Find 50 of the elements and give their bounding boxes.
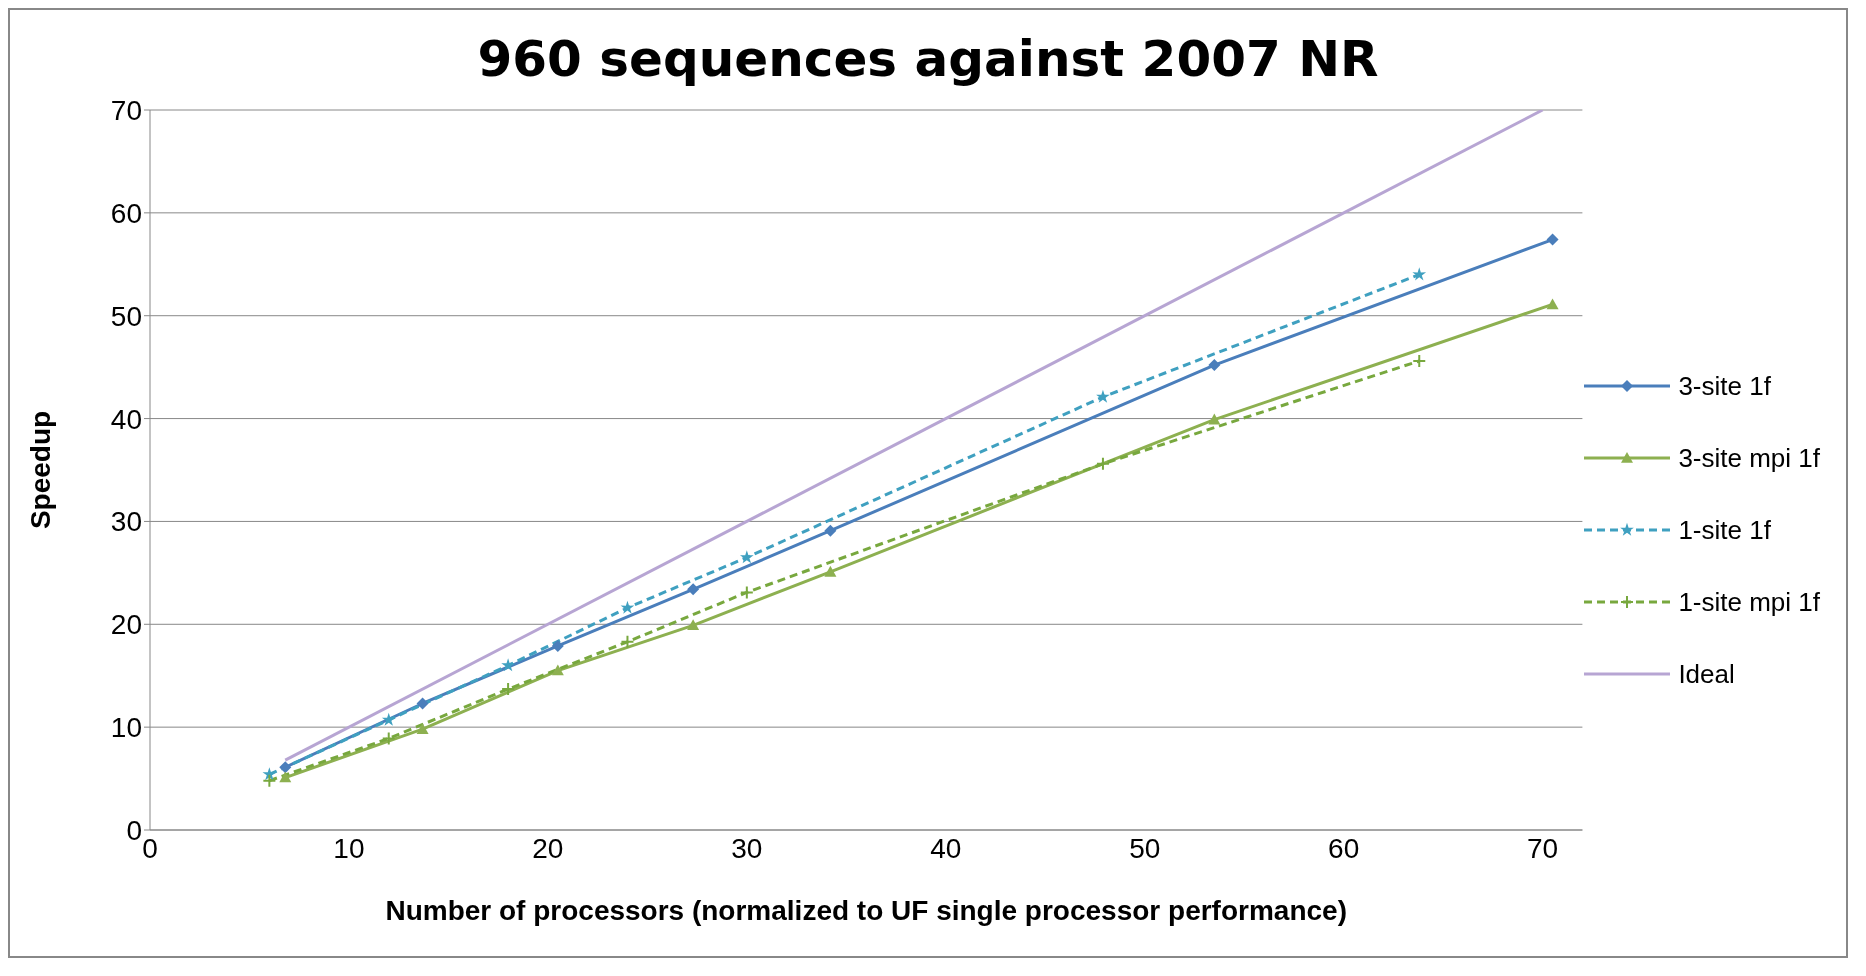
point (416, 723, 429, 734)
legend-label: Ideal (1678, 658, 1735, 690)
point (1095, 456, 1110, 471)
x-tick-label: 10 (333, 832, 365, 864)
y-tick-label: 20 (110, 609, 142, 641)
legend-label: 1-site 1f (1678, 514, 1771, 546)
point (1546, 298, 1559, 310)
legend-label: 1-site mpi 1f (1678, 586, 1820, 618)
point (620, 600, 635, 614)
y-tick-label: 10 (110, 712, 142, 744)
point (381, 712, 396, 726)
x-tick-label: 40 (930, 832, 962, 864)
x-tick-label: 70 (1527, 832, 1559, 864)
y-tick-label: 40 (110, 403, 142, 435)
x-axis-title: Number of processors (normalized to UF single processor performance) (385, 895, 1347, 926)
point (501, 658, 515, 672)
point (620, 634, 635, 649)
y-axis-title: Speedup (24, 410, 56, 530)
point (381, 731, 396, 746)
point (687, 583, 700, 596)
chart-title: 960 sequences against 2007 NR (476, 30, 1380, 88)
point (687, 619, 700, 631)
point (824, 565, 837, 577)
point (824, 524, 837, 537)
point (416, 697, 429, 710)
x-tick-label: 20 (532, 832, 564, 864)
point (1096, 389, 1110, 403)
point (551, 639, 564, 652)
y-tick-label: 70 (110, 94, 142, 126)
point (1412, 353, 1427, 368)
point (279, 761, 292, 774)
point (1208, 413, 1221, 425)
point (739, 550, 754, 564)
x-tick-label: 50 (1129, 832, 1161, 864)
point (1546, 233, 1559, 246)
point (739, 585, 754, 600)
point (279, 771, 292, 783)
point (1208, 359, 1221, 372)
y-tick-label: 30 (110, 506, 142, 538)
x-tick-label: 60 (1328, 832, 1360, 864)
legend-label: 3-site mpi 1f (1678, 442, 1820, 474)
y-tick-label: 60 (110, 197, 142, 229)
x-tick-label: 30 (731, 832, 763, 864)
point (262, 773, 277, 788)
legend-label: 3-site 1f (1678, 370, 1771, 402)
point (262, 767, 277, 781)
point (1412, 267, 1427, 281)
y-tick-label: 50 (110, 300, 142, 332)
point (551, 664, 564, 676)
point (501, 682, 516, 697)
